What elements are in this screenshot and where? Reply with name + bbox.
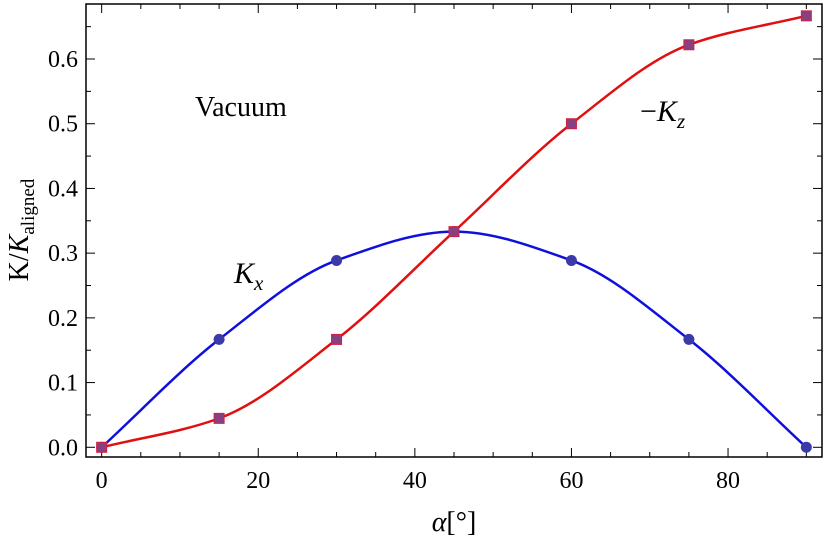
- x-tick-label: 60: [559, 468, 583, 494]
- data-point-kz: [331, 333, 343, 345]
- y-axis-label-prefix: K/: [4, 253, 35, 281]
- x-tick-label: 20: [246, 468, 270, 494]
- x-axis-label: α[°]: [432, 507, 477, 537]
- series-label-kx: Kx: [233, 257, 264, 295]
- x-tick-label: 80: [716, 468, 740, 494]
- y-tick-label: 0.5: [48, 112, 78, 138]
- series-line-kx: [100, 230, 808, 449]
- data-point-kz: [96, 441, 108, 453]
- y-tick-label: 0.4: [48, 176, 78, 202]
- y-tick-label: 0.0: [48, 435, 78, 461]
- y-axis-label: K/Kaligned: [4, 178, 39, 281]
- series-label-kz-main: K: [656, 95, 679, 128]
- series-label-kx-sub: x: [253, 271, 264, 295]
- data-point-kx: [683, 333, 695, 345]
- series-label-kz-prefix: −: [640, 95, 657, 128]
- x-tick-label: 0: [96, 468, 108, 494]
- annotation-label: Vacuum: [195, 92, 287, 123]
- data-point-kx: [331, 254, 343, 266]
- y-tick-label: 0.2: [48, 306, 78, 332]
- x-tick-label: 40: [403, 468, 427, 494]
- data-point-kx: [565, 254, 577, 266]
- series-label-kz: −Kz: [640, 95, 685, 133]
- data-point-kz: [213, 412, 225, 424]
- x-axis-label-symbol: α: [432, 507, 448, 537]
- x-axis-label-unit: [°]: [446, 507, 476, 537]
- y-tick-label: 0.6: [48, 47, 78, 73]
- data-point-kz: [448, 226, 460, 238]
- data-point-kz: [800, 10, 812, 22]
- y-tick-label: 0.3: [48, 241, 78, 267]
- data-point-kx: [213, 333, 225, 345]
- y-tick-label: 0.1: [48, 371, 78, 397]
- series-label-kz-sub: z: [676, 109, 685, 133]
- data-point-kz: [683, 39, 695, 51]
- y-axis-label-sub: aligned: [18, 178, 39, 234]
- series-label-kx-main: K: [233, 257, 256, 290]
- y-axis-label-italic: K: [4, 233, 35, 254]
- markers: [96, 10, 812, 453]
- ticks: 0 20 40 60 80 0.0 0.1 0.2 0.3 0.4 0.5 0.6: [48, 4, 822, 494]
- data-point-kz: [565, 118, 577, 130]
- data-point-kx: [800, 441, 812, 453]
